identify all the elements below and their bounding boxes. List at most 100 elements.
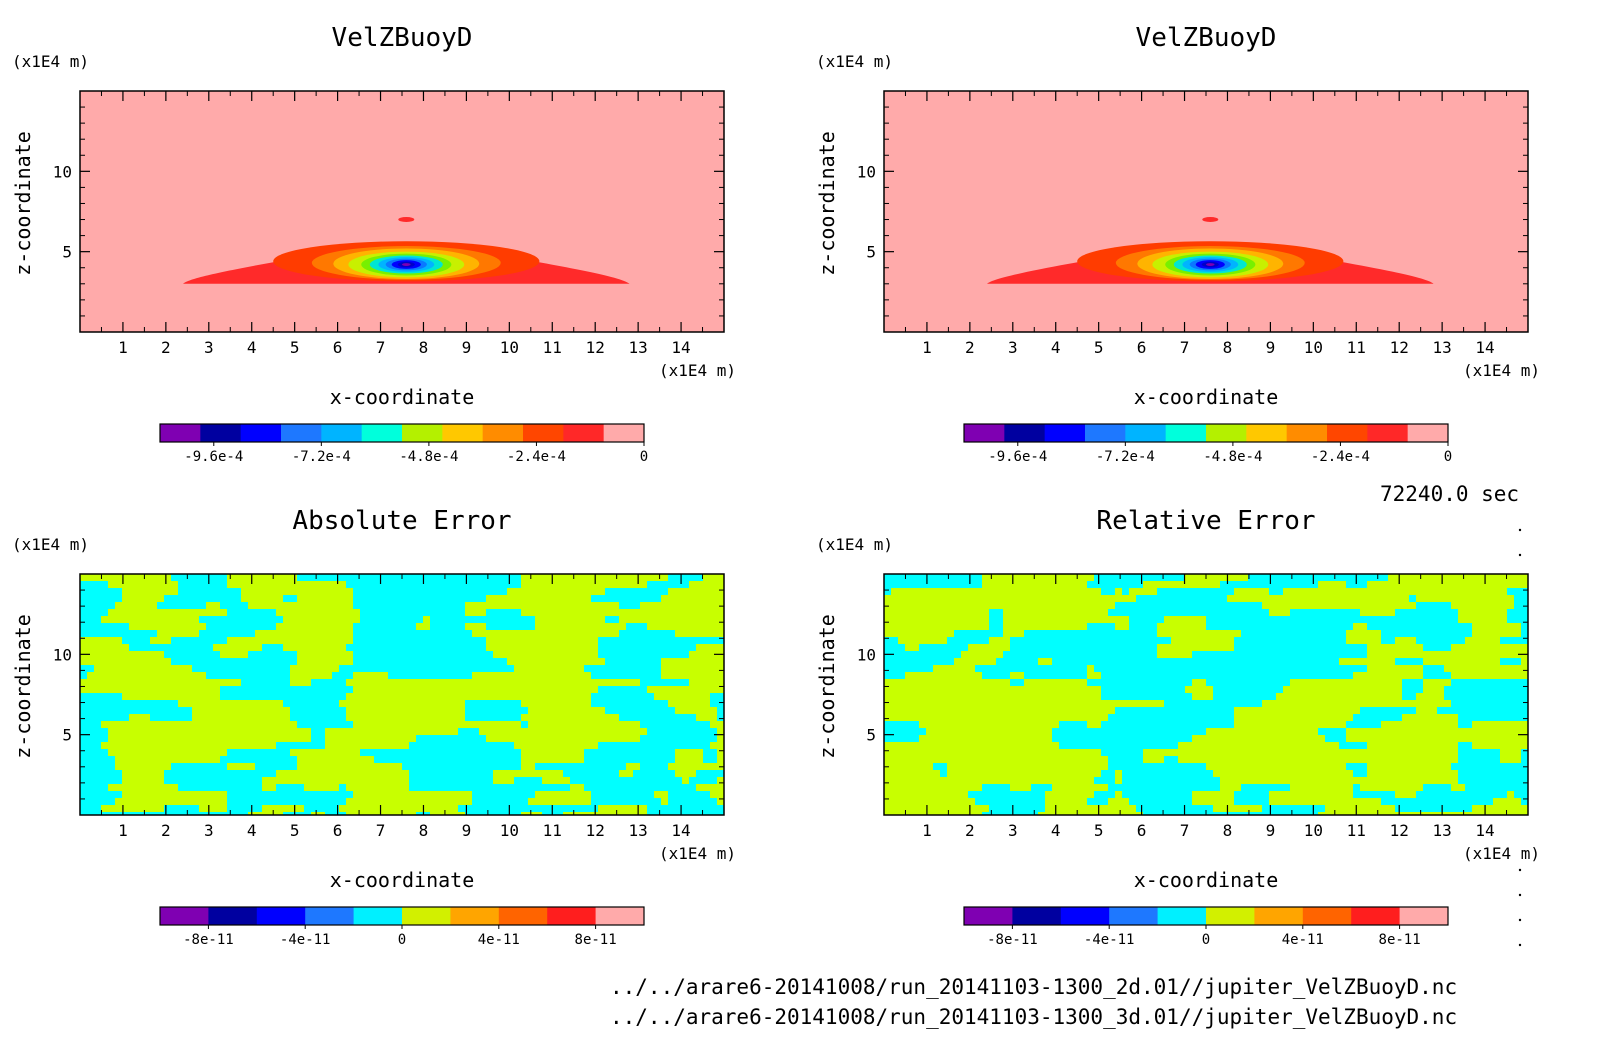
x-tick-label: 6 [333,338,343,357]
x-tick-label: 12 [586,338,605,357]
colorbar-swatch [281,424,322,442]
x-tick-label: 9 [1266,338,1276,357]
colorbar-swatch [1157,907,1207,925]
colorbar-swatch [160,424,201,442]
contour-fill [398,217,415,223]
x-tick-label: 10 [500,821,519,840]
x-tick-label: 14 [1475,821,1494,840]
margin-dot [1518,893,1522,897]
x-tick-label: 12 [586,821,605,840]
x-tick-label: 13 [629,821,648,840]
background-field [884,91,1528,332]
colorbar: -8e-11 -4e-11 0 4e-11 8e-11 [963,906,1449,948]
y-tick-label: 10 [53,645,72,664]
x-tick-label: 11 [1347,821,1366,840]
x-tick-label: 14 [1475,338,1494,357]
colorbar-swatch [1165,424,1207,442]
colorbar-swatch [603,424,645,442]
y-tick-label: 5 [62,726,72,745]
plot-area [80,574,724,815]
plot-area [80,91,724,332]
x-unit-label: (x1E4 m) [1463,361,1540,380]
colorbar-swatch [1060,907,1110,925]
margin-dot [1518,528,1522,532]
colorbar-swatch [1254,907,1304,925]
x-tick-label: 6 [1137,821,1147,840]
y-unit-label: (x1E4 m) [12,52,89,71]
x-unit-label: (x1E4 m) [1463,844,1540,863]
x-tick-label: 13 [1433,821,1452,840]
colorbar-swatch [200,424,242,442]
x-tick-label: 6 [1137,338,1147,357]
colorbar-swatch [240,424,282,442]
colorbar-swatch [964,424,1005,442]
panel-2: VelZBuoyD(x1E4 m)1 2 3 4 5 6 7 8 9 10 11 12 13 14510(… [815,23,1540,465]
contour-fill [80,574,724,815]
x-axis-label: x-coordinate [1134,385,1279,409]
colorbar-tick-label: 0 [640,449,648,465]
x-tick-label: 11 [1347,338,1366,357]
colorbar-tick-label: -2.4e-4 [507,449,566,465]
panel-title: VelZBuoyD [1136,23,1277,53]
background-field [80,91,724,332]
y-tick-label: 5 [866,726,876,745]
x-tick-label: 2 [161,338,171,357]
x-tick-label: 5 [1094,338,1104,357]
x-tick-label: 8 [1223,338,1233,357]
colorbar-swatch [361,424,403,442]
x-unit-label: (x1E4 m) [659,844,736,863]
x-tick-label: 10 [1304,338,1323,357]
y-tick-label: 10 [857,162,876,181]
y-unit-label: (x1E4 m) [816,535,893,554]
colorbar-frame [159,423,645,443]
colorbar-tick-label: 4e-11 [478,932,520,948]
x-tick-label: 1 [922,338,932,357]
x-tick-label: 5 [290,821,300,840]
panel-title: Relative Error [1096,506,1315,536]
colorbar-swatch [1286,424,1328,442]
colorbar-swatch [1044,424,1086,442]
x-tick-label: 1 [118,338,128,357]
x-tick-label: 8 [1223,821,1233,840]
colorbar-swatch [964,907,1013,925]
colorbar-tick-label: 8e-11 [575,932,617,948]
colorbar: -8e-11 -4e-11 0 4e-11 8e-11 [159,906,645,948]
x-tick-label: 8 [419,821,429,840]
colorbar-swatch [402,907,451,925]
x-tick-label: 8 [419,338,429,357]
colorbar-swatch [256,907,306,925]
x-tick-label: 12 [1390,338,1409,357]
colorbar-swatch [321,424,363,442]
contour-fill [402,263,411,266]
panel-1: VelZBuoyD(x1E4 m)1 2 3 4 5 6 7 8 9 10 11 12 13 14510(… [11,23,736,465]
y-tick-label: 5 [866,243,876,262]
file-path-2: ../../arare6-20141008/run_20141103-1300_… [610,1005,1458,1029]
colorbar-tick-label: -8e-11 [987,932,1038,948]
x-tick-label: 3 [204,338,214,357]
time-label: 72240.0 sec [1380,482,1520,506]
x-axis-label: x-coordinate [330,868,475,892]
x-tick-label: 3 [204,821,214,840]
contour-fill [1202,217,1219,223]
y-unit-label: (x1E4 m) [816,52,893,71]
colorbar-swatch [305,907,355,925]
colorbar-swatch [1399,907,1449,925]
panel-title: Absolute Error [292,506,511,536]
x-tick-label: 9 [1266,821,1276,840]
x-tick-label: 13 [629,338,648,357]
colorbar-swatch [1004,424,1046,442]
x-tick-label: 9 [462,338,472,357]
x-tick-label: 4 [1051,338,1061,357]
colorbar-tick-label: 0 [1202,932,1210,948]
margin-dot [1518,553,1522,557]
x-tick-label: 9 [462,821,472,840]
colorbar-tick-label: 0 [1444,449,1452,465]
y-tick-label: 5 [62,243,72,262]
colorbar-tick-label: -9.6e-4 [988,449,1047,465]
colorbar-tick-label: 8e-11 [1379,932,1421,948]
colorbar-tick-label: -4e-11 [1084,932,1135,948]
x-tick-label: 1 [922,821,932,840]
colorbar-tick-label: -2.4e-4 [1311,449,1370,465]
plot-area [884,574,1528,815]
